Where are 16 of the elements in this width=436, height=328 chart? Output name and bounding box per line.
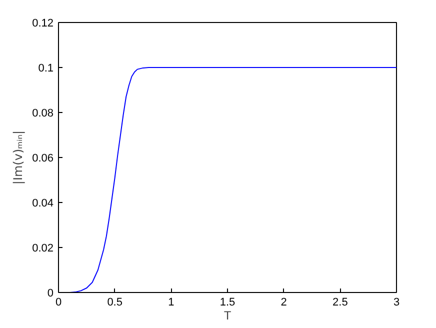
y-tick-label: 0.1 [38,62,54,74]
y-tick-label: 0.04 [32,198,54,210]
x-tick-label: 2.5 [332,296,348,308]
x-tick-label: 1.5 [220,296,236,308]
y-tick-label: 0.06 [32,152,54,164]
y-axis-title: |Im(v)ₘᵢₙ| [11,130,26,185]
y-tick-label: 0.02 [32,242,54,254]
x-axis-title: T [224,308,232,322]
y-tick-label: 0.08 [32,108,54,120]
y-tick-label: 0 [47,288,54,300]
x-tick-label: 0 [55,296,62,308]
x-tick-label: 0.5 [107,296,122,308]
y-tick-label: 0.12 [32,18,54,30]
x-tick-label: 2 [280,296,287,308]
x-tick-label: 3 [393,296,400,308]
x-tick-label: 1 [168,296,174,308]
